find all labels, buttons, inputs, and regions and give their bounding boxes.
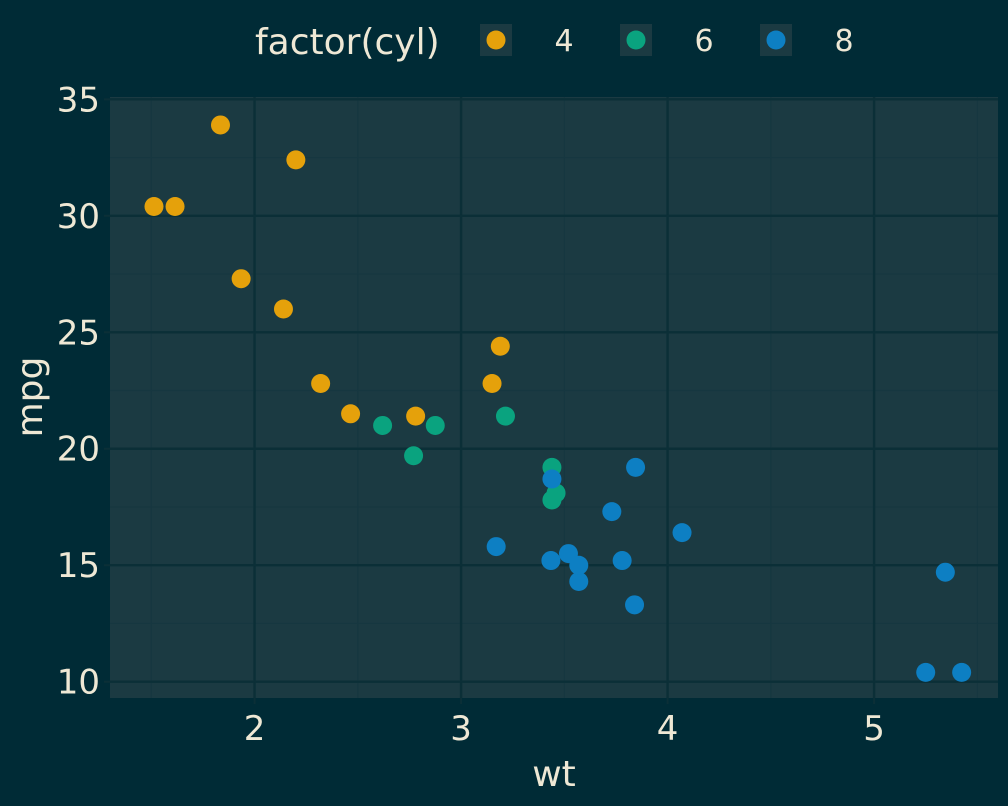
data-point-cyl-4 — [311, 374, 331, 394]
data-point-cyl-8 — [612, 551, 632, 571]
data-point-cyl-4 — [231, 269, 251, 289]
legend: factor(cyl) 4 6 8 — [255, 22, 854, 63]
data-point-cyl-8 — [569, 555, 589, 575]
data-point-cyl-6 — [495, 406, 515, 426]
data-point-cyl-4 — [210, 115, 230, 135]
data-point-cyl-4 — [341, 404, 361, 424]
data-point-cyl-8 — [625, 595, 645, 615]
y-tick-label: 30 — [57, 197, 100, 237]
data-point-cyl-8 — [935, 562, 955, 582]
data-points — [144, 115, 972, 682]
data-point-cyl-4 — [406, 406, 426, 426]
data-point-cyl-8 — [542, 469, 562, 489]
y-axis-title: mpg — [10, 357, 51, 438]
data-point-cyl-4 — [286, 150, 306, 170]
legend-label-cyl-6: 6 — [694, 24, 713, 59]
x-tick-label: 4 — [657, 709, 679, 749]
data-point-cyl-8 — [626, 457, 646, 477]
major-gridlines — [110, 97, 998, 698]
data-point-cyl-8 — [916, 662, 936, 682]
data-point-cyl-8 — [541, 551, 561, 571]
data-point-cyl-6 — [425, 415, 445, 435]
legend-key-cyl-6 — [626, 30, 646, 50]
x-axis: 2 3 4 5 — [244, 698, 885, 749]
data-point-cyl-4 — [165, 196, 185, 216]
data-point-cyl-8 — [952, 662, 972, 682]
data-point-cyl-4 — [482, 374, 502, 394]
legend-label-cyl-4: 4 — [554, 24, 573, 59]
data-point-cyl-8 — [486, 537, 506, 557]
data-point-cyl-4 — [144, 196, 164, 216]
x-tick-label: 3 — [450, 709, 472, 749]
y-tick-label: 35 — [57, 80, 100, 120]
y-axis: 10 15 20 25 30 35 — [57, 80, 110, 703]
data-point-cyl-6 — [542, 490, 562, 510]
x-tick-label: 2 — [244, 709, 266, 749]
x-axis-title: wt — [532, 754, 576, 795]
data-point-cyl-6 — [404, 446, 424, 466]
legend-title: factor(cyl) — [255, 22, 440, 63]
minor-gridlines — [110, 97, 998, 698]
y-tick-label: 20 — [57, 430, 100, 470]
y-tick-label: 10 — [57, 663, 100, 703]
data-point-cyl-4 — [273, 299, 293, 319]
legend-key-cyl-8 — [766, 30, 786, 50]
data-point-cyl-4 — [490, 336, 510, 356]
y-tick-label: 15 — [57, 546, 100, 586]
data-point-cyl-8 — [569, 572, 589, 592]
y-tick-label: 25 — [57, 313, 100, 353]
legend-label-cyl-8: 8 — [834, 24, 853, 59]
data-point-cyl-6 — [373, 415, 393, 435]
legend-key-cyl-4 — [486, 30, 506, 50]
plot-panel — [110, 97, 998, 698]
x-tick-label: 5 — [863, 709, 885, 749]
data-point-cyl-8 — [602, 502, 622, 522]
data-point-cyl-8 — [672, 523, 692, 543]
